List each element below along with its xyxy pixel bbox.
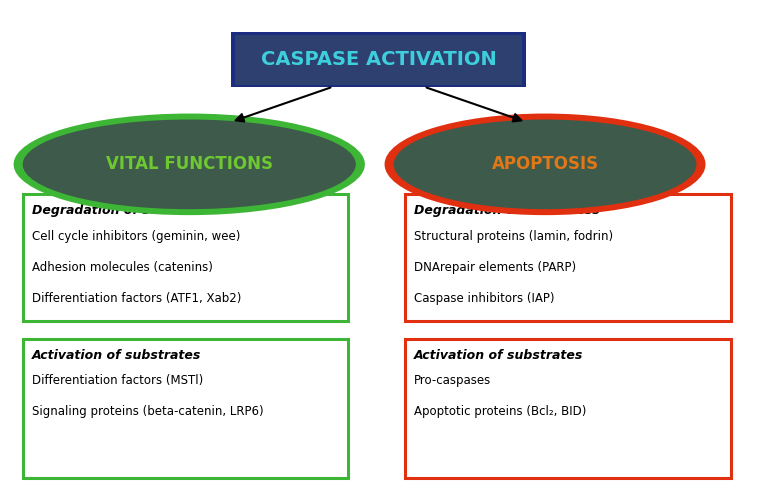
FancyBboxPatch shape [405, 339, 731, 478]
Ellipse shape [385, 114, 706, 215]
Text: DNArepair elements (PARP): DNArepair elements (PARP) [414, 261, 576, 274]
FancyBboxPatch shape [405, 194, 731, 321]
Text: Signaling proteins (beta-catenin, LRP6): Signaling proteins (beta-catenin, LRP6) [32, 405, 263, 418]
Text: Degradation of substrates: Degradation of substrates [414, 204, 600, 217]
Ellipse shape [394, 120, 696, 209]
FancyBboxPatch shape [23, 339, 348, 478]
Text: Activation of substrates: Activation of substrates [414, 349, 584, 362]
Text: Caspase inhibitors (IAP): Caspase inhibitors (IAP) [414, 292, 555, 305]
Text: APOPTOSIS: APOPTOSIS [491, 155, 599, 173]
Text: Apoptotic proteins (Bcl₂, BID): Apoptotic proteins (Bcl₂, BID) [414, 405, 587, 418]
Text: Activation of substrates: Activation of substrates [32, 349, 201, 362]
Text: Pro-caspases: Pro-caspases [414, 374, 491, 387]
Ellipse shape [14, 114, 365, 215]
Text: Degradation of substrates: Degradation of substrates [32, 204, 217, 217]
Text: VITAL FUNCTIONS: VITAL FUNCTIONS [106, 155, 273, 173]
Text: Adhesion molecules (catenins): Adhesion molecules (catenins) [32, 261, 213, 274]
Text: CASPASE ACTIVATION: CASPASE ACTIVATION [260, 50, 497, 69]
Text: Cell cycle inhibitors (geminin, wee): Cell cycle inhibitors (geminin, wee) [32, 230, 240, 243]
FancyBboxPatch shape [235, 35, 522, 85]
Text: Differentiation factors (ATF1, Xab2): Differentiation factors (ATF1, Xab2) [32, 292, 241, 305]
Text: Differentiation factors (MSTl): Differentiation factors (MSTl) [32, 374, 203, 387]
FancyBboxPatch shape [23, 194, 348, 321]
Text: Structural proteins (lamin, fodrin): Structural proteins (lamin, fodrin) [414, 230, 613, 243]
FancyBboxPatch shape [231, 32, 526, 87]
Ellipse shape [23, 120, 356, 209]
